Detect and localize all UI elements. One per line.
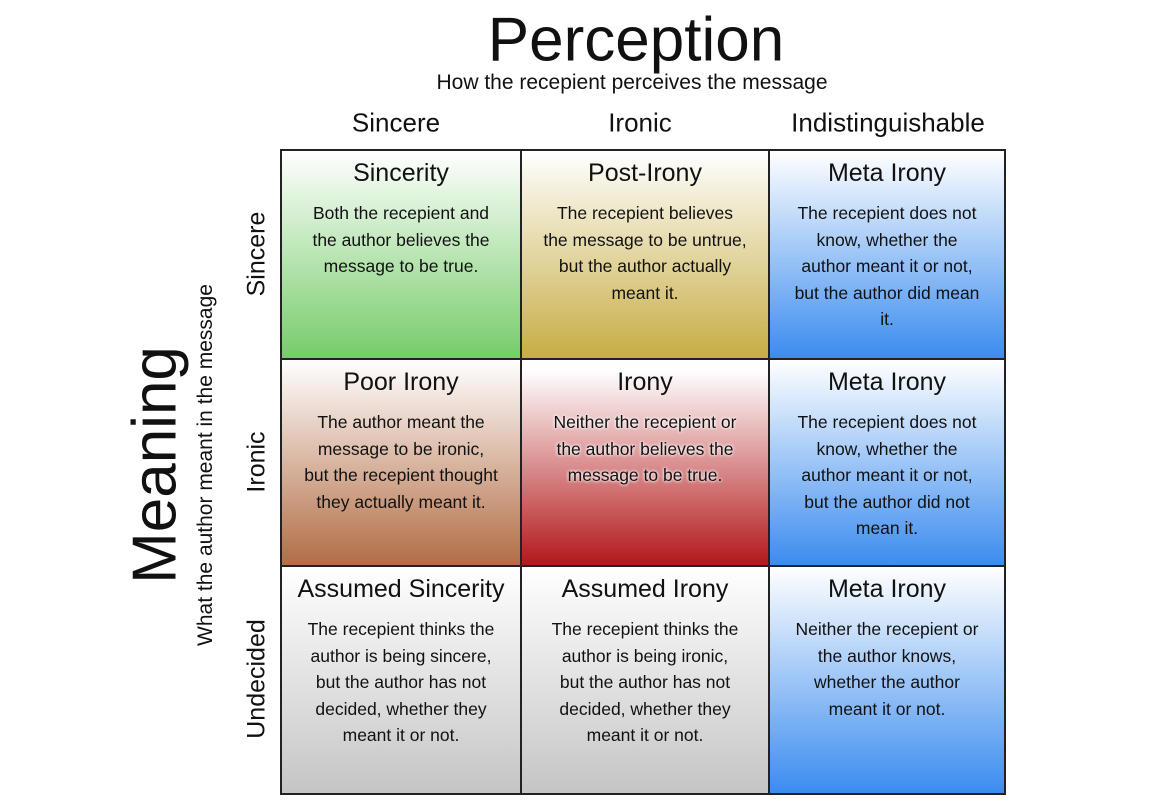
cell-title: Meta Irony <box>827 575 947 603</box>
side-title: Meaning <box>120 346 190 584</box>
cell: Post-Irony The recepient believes the mess… <box>520 149 770 360</box>
cell: Meta Irony The recepient does not know, wh… <box>768 149 1006 360</box>
subtitle: How the recepient perceives the message <box>436 71 828 94</box>
row-label: Ironic <box>242 430 271 493</box>
cell-text: but the author actually <box>558 256 732 276</box>
cell-text: it. <box>880 309 894 329</box>
column-header: Ironic <box>608 107 672 138</box>
cell-title: Irony <box>617 368 673 396</box>
cell-text: meant it or not. <box>342 725 460 745</box>
cell-text: author meant it or not, <box>801 256 973 276</box>
cell-text: the author knows, <box>817 645 957 666</box>
cell: Meta Irony Neither the recepient or the au… <box>768 565 1006 795</box>
cell: Sincerity Both the recepient and the autho… <box>280 149 522 360</box>
cell-text: decided, whether they <box>559 698 731 719</box>
cell-text: know, whether the <box>816 438 958 459</box>
cell: Meta Irony The recepient does not know, wh… <box>768 358 1006 567</box>
cell-text: but the author did mean <box>794 282 980 303</box>
cell-text: meant it or not. <box>586 725 704 745</box>
cell-text: decided, whether they <box>315 698 487 719</box>
cell-title: Poor Irony <box>343 368 459 396</box>
cell-text: the author believes the <box>556 438 734 459</box>
cell-text: mean it. <box>855 518 919 538</box>
cell-title: Assumed Sincerity <box>297 575 505 603</box>
cell-text: the message to be untrue, <box>543 229 747 250</box>
cell-title: Sincerity <box>353 159 449 187</box>
cell-title: Meta Irony <box>827 159 947 187</box>
cell: Poor Irony The author meant the message to… <box>280 358 522 567</box>
cell-text: Neither the recepient or <box>795 619 979 639</box>
cell-text: meant it or not. <box>828 698 946 719</box>
cell-text: Neither the recepient or <box>553 412 737 432</box>
cell: Assumed Irony The recepient thinks the aut… <box>520 565 770 795</box>
cell-text: author is being ironic, <box>561 645 729 666</box>
cell-text: message to be true. <box>567 465 723 485</box>
row-label: Undecided <box>242 619 271 739</box>
cell-text: The recepient thinks the <box>307 619 495 639</box>
cell-text: whether the author <box>814 672 960 692</box>
cell-text: message to be ironic, <box>317 438 485 459</box>
cell-title: Post-Irony <box>588 159 702 187</box>
cell-text: but the author did not <box>804 491 970 512</box>
cell: Irony Neither the recepient or the author … <box>520 358 770 567</box>
cell-text: The recepient thinks the <box>551 619 739 639</box>
cell-text: but the recepient thought <box>304 465 498 485</box>
cell-text: message to be true. <box>323 256 479 276</box>
column-header: Indistinguishable <box>791 107 985 138</box>
cell-text: Both the recepient and <box>312 203 490 223</box>
cell-text: The author meant the <box>317 412 485 432</box>
cell-text: meant it. <box>611 282 679 303</box>
cell-text: know, whether the <box>816 229 958 250</box>
cell-text: but the author has not <box>315 672 487 692</box>
cell-text: author is being sincere, <box>310 645 492 666</box>
cell-text: The recepient does not <box>797 412 977 432</box>
side-subtitle: What the author meant in the message <box>194 284 217 646</box>
cell-text: The recepient does not <box>797 203 977 223</box>
cell: Assumed Sincerity The recepient thinks th… <box>280 565 522 795</box>
title: Perception <box>487 5 785 75</box>
column-header: Sincere <box>351 107 441 138</box>
cell-title: Assumed Irony <box>561 575 729 603</box>
cell-title: Meta Irony <box>827 368 947 396</box>
cell-text: author meant it or not, <box>801 465 973 485</box>
row-label: Sincere <box>242 211 271 296</box>
cell-text: but the author has not <box>559 672 731 692</box>
cell-text: the author believes the <box>312 229 490 250</box>
cell-text: they actually meant it. <box>316 491 486 512</box>
cell-text: The recepient believes <box>556 203 734 223</box>
